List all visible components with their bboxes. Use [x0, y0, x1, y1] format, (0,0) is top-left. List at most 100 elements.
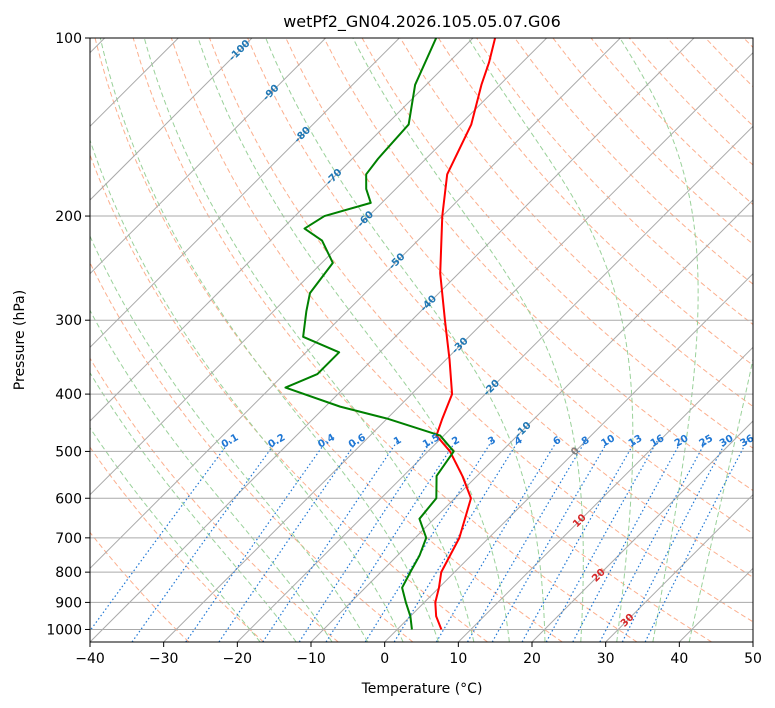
- dry-adiabat: [90, 261, 414, 642]
- x-tick-label: 30: [597, 651, 615, 667]
- y-tick-label: 1000: [46, 622, 82, 638]
- isotherm-line: [163, 51, 753, 642]
- x-tick-label: −20: [223, 651, 253, 667]
- mixing-ratio-line: [325, 440, 457, 642]
- mixing-ratio-label: 25: [697, 433, 715, 450]
- x-tick-label: 40: [670, 651, 688, 667]
- dry-adiabat: [705, 38, 753, 88]
- dry-adiabat: [590, 38, 753, 206]
- mixing-ratio-label: 30: [718, 433, 736, 450]
- moist-adiabat: [352, 38, 584, 642]
- mixing-ratio-line: [393, 440, 519, 642]
- mixing-ratio-line: [491, 440, 609, 642]
- mixing-ratio-line: [599, 440, 707, 642]
- moist-adiabat: [90, 138, 404, 642]
- isotherm-line: [384, 272, 753, 642]
- y-axis-label: Pressure (hPa): [12, 290, 28, 390]
- mixing-ratio-line: [131, 440, 278, 642]
- dry-adiabat: [438, 38, 753, 366]
- isotherm-line: [752, 641, 753, 642]
- isotherm-line: [531, 420, 753, 642]
- mixing-ratio-line: [545, 440, 658, 642]
- dry-adiabat: [170, 38, 712, 642]
- isotherm-line: [90, 38, 253, 201]
- dry-adiabat: [323, 38, 753, 492]
- isotherm-label: 40: [654, 650, 672, 668]
- mixing-ratio-line: [521, 440, 636, 642]
- mixing-ratio-label: 1: [392, 435, 404, 448]
- isotherm-line: [90, 38, 621, 570]
- mixing-ratio-line: [262, 440, 399, 642]
- mixing-ratio-line: [218, 440, 358, 642]
- mixing-ratio-label: 3: [486, 435, 498, 448]
- isotherm-label: 0: [569, 445, 582, 458]
- dry-adiabat: [90, 531, 190, 642]
- moist-adiabat: [467, 38, 634, 642]
- mixing-ratio-line: [364, 440, 493, 642]
- x-tick-label: 20: [523, 651, 541, 667]
- dry-adiabat: [209, 38, 753, 623]
- mixing-ratio-line: [572, 440, 682, 642]
- isotherm-line: [605, 493, 753, 642]
- dry-adiabat: [94, 38, 563, 642]
- dry-adiabat: [743, 38, 753, 49]
- mixing-ratio-line: [90, 440, 231, 632]
- y-tick-label: 400: [55, 387, 82, 403]
- isotherm-line: [90, 38, 400, 349]
- moist-adiabat: [619, 38, 699, 642]
- isotherm-line: [310, 199, 753, 642]
- mixing-ratio-label: 8: [580, 435, 592, 448]
- mixing-ratio-line: [298, 440, 432, 642]
- dry-adiabat: [399, 38, 753, 408]
- isotherm-line: [90, 38, 695, 642]
- plot-frame: [89, 37, 754, 643]
- moist-adiabat: [143, 38, 475, 642]
- mixing-ratio-line: [185, 440, 327, 642]
- isotherm-line: [678, 567, 753, 642]
- x-tick-label: 10: [449, 651, 467, 667]
- dry-adiabat: [90, 357, 339, 642]
- isotherm-line: [90, 38, 548, 496]
- mixing-ratio-line: [435, 440, 558, 642]
- axes: −40 −30 −20 −10 0 10 20 30 40 5010020030040050060…: [46, 31, 762, 667]
- mixing-ratio-line: [621, 440, 727, 642]
- x-tick-label: −10: [296, 651, 326, 667]
- dry-adiabat: [514, 38, 753, 285]
- mixing-ratio-label: 4: [513, 435, 525, 448]
- moist-adiabat: [90, 427, 261, 642]
- mixing-ratio-label: 10: [600, 433, 618, 450]
- dry-adiabat: [132, 38, 638, 642]
- mixing-ratio-line: [466, 440, 586, 642]
- y-tick-label: 800: [55, 565, 82, 581]
- plot-data: [284, 38, 497, 630]
- isotherm-line: [236, 125, 753, 642]
- mixing-ratio-label: 36: [739, 433, 757, 450]
- moist-adiabat: [688, 356, 753, 642]
- mixing-ratio-label: 2: [450, 435, 462, 448]
- moist-adiabat: [90, 234, 369, 642]
- moist-adiabat: [265, 38, 546, 642]
- mixing-ratio-line: [644, 440, 748, 642]
- isotherm-line: [90, 38, 327, 275]
- y-tick-label: 300: [55, 313, 82, 329]
- plot-background: [90, 38, 753, 642]
- moist-adiabat: [90, 309, 333, 642]
- y-tick-label: 200: [55, 209, 82, 225]
- y-tick-label: 900: [55, 595, 82, 611]
- x-tick-label: 50: [744, 651, 762, 667]
- mixing-ratio-label: 13: [627, 433, 645, 450]
- x-axis-label: Temperature (°C): [361, 681, 483, 697]
- y-tick-label: 500: [55, 444, 82, 460]
- y-tick-label: 600: [55, 491, 82, 507]
- chart-title: wetPf2_GN04.2026.105.05.07.G06: [283, 12, 561, 32]
- temperature-profile: [434, 38, 497, 630]
- dry-adiabat: [90, 446, 264, 642]
- y-tick-label: 100: [55, 31, 82, 47]
- dry-adiabat: [476, 38, 753, 326]
- dry-adiabat: [247, 38, 753, 578]
- x-tick-label: −40: [75, 651, 105, 667]
- dry-adiabat: [90, 153, 488, 642]
- x-tick-label: 0: [380, 651, 389, 667]
- mixing-ratio-label: 0.4: [316, 432, 337, 450]
- isotherm-label: -100: [227, 38, 253, 64]
